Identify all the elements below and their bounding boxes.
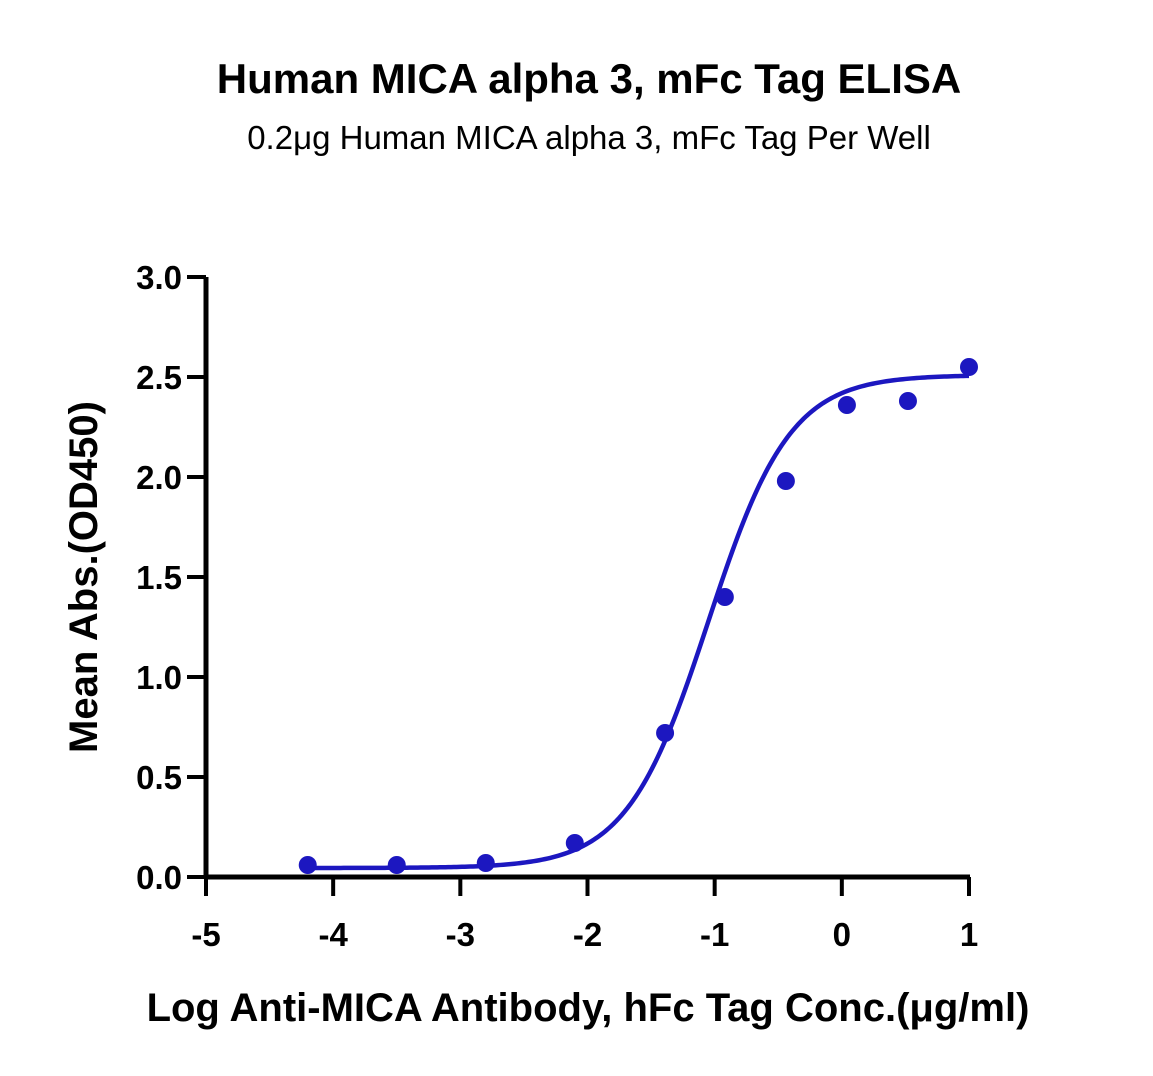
x-tick-label: -1	[700, 916, 729, 953]
data-point	[476, 854, 495, 872]
x-tick-label: -3	[446, 916, 475, 953]
y-tick-label: 1.0	[136, 659, 182, 696]
data-point	[776, 472, 795, 490]
y-tick-label: 2.0	[136, 459, 182, 496]
data-point	[565, 834, 584, 852]
data-point	[715, 588, 734, 606]
data-point	[656, 724, 675, 742]
data-point	[960, 358, 978, 376]
y-axis-ticks: 0.0 0.5 1.0 1.5 2.0 2.5 3.0	[136, 259, 206, 896]
chart-subtitle: 0.2μg Human MICA alpha 3, mFc Tag Per We…	[247, 119, 931, 156]
data-point	[298, 856, 317, 874]
x-tick-label: 1	[960, 916, 978, 953]
x-axis-label: Log Anti-MICA Antibody, hFc Tag Conc.(μg…	[147, 986, 1030, 1030]
y-tick-label: 0.0	[136, 859, 182, 896]
x-axis-ticks: -5 -4 -3 -2 -1 0 1	[191, 877, 978, 953]
y-tick-label: 2.5	[136, 359, 182, 396]
data-points	[298, 358, 978, 874]
x-tick-label: -5	[191, 916, 220, 953]
x-tick-label: -4	[318, 916, 348, 953]
chart-title: Human MICA alpha 3, mFc Tag ELISA	[217, 55, 961, 102]
data-point	[837, 396, 856, 414]
y-axis-label: Mean Abs.(OD450)	[62, 401, 106, 753]
data-point	[387, 856, 406, 874]
x-tick-label: -2	[573, 916, 602, 953]
x-tick-label: 0	[833, 916, 851, 953]
data-point	[898, 392, 917, 410]
y-tick-label: 1.5	[136, 559, 182, 596]
y-tick-label: 3.0	[136, 259, 182, 296]
fit-curve	[307, 373, 970, 871]
y-tick-label: 0.5	[136, 759, 182, 796]
